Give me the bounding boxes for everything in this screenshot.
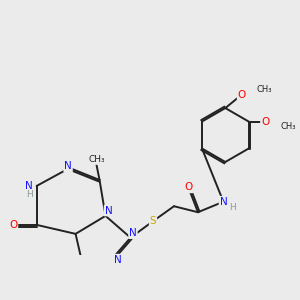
Text: N: N [129, 228, 137, 238]
Text: CH₃: CH₃ [280, 122, 295, 130]
Text: O: O [185, 182, 193, 192]
Text: H: H [26, 190, 32, 199]
Text: O: O [9, 220, 17, 230]
Text: CH₃: CH₃ [257, 85, 272, 94]
Text: N: N [220, 197, 227, 207]
Text: S: S [150, 216, 156, 226]
Text: N: N [64, 161, 72, 172]
Text: O: O [238, 90, 246, 100]
Text: N: N [114, 255, 122, 265]
Text: CH₃: CH₃ [88, 155, 105, 164]
Text: H: H [229, 203, 236, 212]
Text: N: N [105, 206, 112, 215]
Text: O: O [261, 116, 269, 127]
Text: N: N [25, 181, 33, 191]
